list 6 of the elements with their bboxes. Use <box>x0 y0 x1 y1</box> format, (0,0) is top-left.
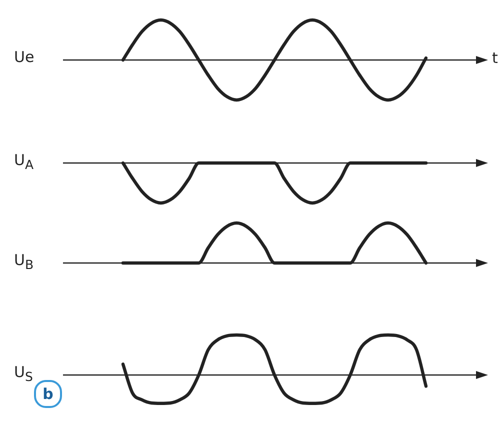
y-axis-title: U$_{B}$ <box>14 251 34 272</box>
y-axis-title: U$_{S}$ <box>14 363 33 384</box>
y-axis-title: Ue <box>14 48 34 66</box>
text: b <box>34 380 62 408</box>
y-axis-title: U$_{A}$ <box>14 151 34 172</box>
x-axis-title: t <box>492 49 498 67</box>
